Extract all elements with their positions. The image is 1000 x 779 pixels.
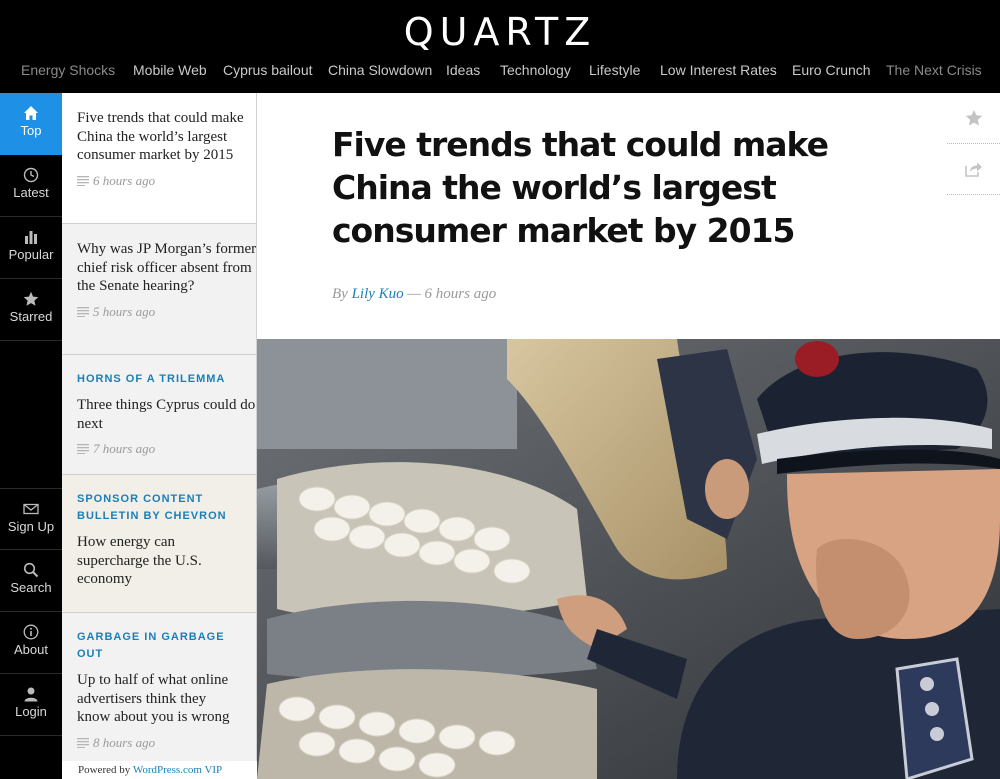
rail-item-latest[interactable]: Latest <box>0 155 62 217</box>
story-title: Three things Cyprus could do next <box>77 397 256 432</box>
story-timestamp: 8 hours ago <box>77 735 239 751</box>
info-icon <box>23 624 39 640</box>
rail-item-popular[interactable]: Popular <box>0 217 62 279</box>
rail-label: Sign Up <box>7 519 55 534</box>
list-item-story-2[interactable]: Why was JP Morgan’s former chief risk of… <box>62 224 257 355</box>
topnav-item-china-slowdown[interactable]: China Slowdown <box>328 62 433 78</box>
story-title: Five trends that could make China the wo… <box>77 110 244 163</box>
lines-icon <box>77 175 89 186</box>
article-headline: Five trends that could make China the wo… <box>332 125 829 250</box>
list-item-story-3[interactable]: HORNS OF A TRILEMMA Three things Cyprus … <box>62 355 256 475</box>
rail-label: Popular <box>8 247 54 262</box>
article-actions <box>947 93 1000 195</box>
clock-icon <box>23 167 39 183</box>
article: Five trends that could make China the wo… <box>257 93 1000 779</box>
topnav-item-ideas[interactable]: Ideas <box>446 62 481 78</box>
top-navigation: Energy Shocks Mobile Web Cyprus bailout … <box>0 62 1000 82</box>
article-byline: By Lily Kuo — 6 hours ago <box>332 286 496 303</box>
topnav-item-technology[interactable]: Technology <box>500 62 571 78</box>
list-item-story-1[interactable]: Five trends that could make China the wo… <box>62 93 256 224</box>
rail-item-about[interactable]: About <box>0 612 62 674</box>
powered-by-prefix: Powered by <box>78 764 131 776</box>
topnav-item-the-next-crisis[interactable]: The Next Crisis <box>886 62 982 78</box>
topnav-item-lifestyle[interactable]: Lifestyle <box>589 62 641 78</box>
lines-icon <box>77 306 89 317</box>
bar-chart-icon <box>25 231 37 244</box>
user-icon <box>24 687 38 702</box>
lines-icon <box>77 444 89 454</box>
envelope-icon <box>23 503 39 515</box>
rail-item-login[interactable]: Login <box>0 674 62 736</box>
search-icon <box>23 562 39 578</box>
list-item-sponsor-story[interactable]: SPONSOR CONTENT BULLETIN BY CHEVRON How … <box>62 475 256 613</box>
topnav-item-mobile-web[interactable]: Mobile Web <box>133 62 207 78</box>
rail-item-starred[interactable]: Starred <box>0 279 62 341</box>
rail-label: Top <box>20 123 42 138</box>
lines-icon <box>77 737 89 748</box>
article-timestamp: 6 hours ago <box>424 286 497 302</box>
share-icon <box>964 162 982 177</box>
list-item-story-5[interactable]: GARBAGE IN GARBAGE OUT Up to half of wha… <box>62 613 256 779</box>
story-title: How energy can supercharge the U.S. econ… <box>77 534 202 587</box>
story-timestamp: 7 hours ago <box>77 441 256 457</box>
rail-label: About <box>14 642 48 657</box>
author-link[interactable]: Lily Kuo <box>351 286 404 302</box>
story-kicker[interactable]: HORNS OF A TRILEMMA <box>77 373 226 385</box>
site-header: QUARTZ Energy Shocks Mobile Web Cyprus b… <box>0 0 1000 93</box>
star-icon <box>965 109 982 126</box>
topnav-item-cyprus-bailout[interactable]: Cyprus bailout <box>223 62 313 78</box>
share-button[interactable] <box>947 144 1000 195</box>
byline-separator: — <box>407 286 421 302</box>
rail-item-search[interactable]: Search <box>0 550 62 612</box>
site-logo[interactable]: QUARTZ <box>403 10 597 54</box>
rail-label: Starred <box>9 309 53 324</box>
story-timestamp: 6 hours ago <box>77 173 256 189</box>
rail-item-top[interactable]: Top <box>0 93 62 155</box>
sponsor-kicker: SPONSOR CONTENT BULLETIN BY CHEVRON <box>77 493 227 522</box>
star-icon <box>23 291 39 306</box>
story-timestamp: 5 hours ago <box>77 304 256 320</box>
story-title: Up to half of what online advertisers th… <box>77 672 230 725</box>
topnav-item-low-interest-rates[interactable]: Low Interest Rates <box>660 62 777 78</box>
article-hero-photo <box>257 339 1000 779</box>
rail-label: Search <box>10 580 52 595</box>
topnav-item-energy-shocks[interactable]: Energy Shocks <box>21 62 116 78</box>
topnav-item-euro-crunch[interactable]: Euro Crunch <box>792 62 871 78</box>
powered-by-link[interactable]: WordPress.com VIP <box>132 764 223 776</box>
star-button[interactable] <box>947 93 1000 144</box>
story-kicker[interactable]: GARBAGE IN GARBAGE OUT <box>77 631 225 660</box>
rail-label: Login <box>15 704 47 719</box>
home-icon <box>24 106 38 120</box>
powered-by: Powered by WordPress.com VIP <box>62 761 257 779</box>
story-list: Five trends that could make China the wo… <box>62 93 257 779</box>
rail-label: Latest <box>13 185 49 200</box>
sidebar-rail: Top Latest Popular Starred Sign Up Searc… <box>0 93 62 779</box>
rail-item-signup[interactable]: Sign Up <box>0 488 62 550</box>
story-title: Why was JP Morgan’s former chief risk of… <box>77 241 257 294</box>
hero-photo-illustration <box>257 339 1000 779</box>
byline-by: By <box>332 286 348 302</box>
